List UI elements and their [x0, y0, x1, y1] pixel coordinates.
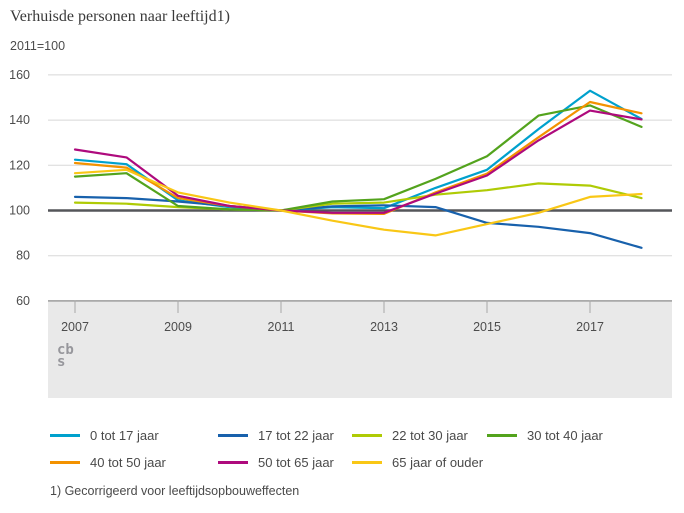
cbs-logo-line2: s — [57, 354, 66, 370]
legend-item-17-tot-22-jaar: 17 tot 22 jaar — [218, 428, 352, 443]
legend-swatch — [50, 461, 80, 464]
series-line-40-tot-50-jaar — [73, 100, 643, 215]
chart-subtitle: 2011=100 — [10, 39, 66, 53]
series-line-30-tot-40-jaar — [73, 104, 643, 212]
x-tick-label: 2013 — [370, 320, 398, 334]
page-title: Verhuisde personen naar leeftijd1) — [10, 8, 230, 25]
y-tick-label: 100 — [9, 204, 30, 218]
legend-swatch — [218, 461, 248, 464]
legend-item-22-tot-30-jaar: 22 tot 30 jaar — [352, 428, 487, 443]
chart-footnote: 1) Gecorrigeerd voor leeftijdsopbouweffe… — [50, 484, 300, 498]
series-line-22-tot-30-jaar — [73, 182, 643, 212]
legend-swatch — [50, 434, 80, 437]
cbs-logo: cb s — [57, 342, 74, 370]
legend-swatch — [487, 434, 517, 437]
legend-item-0-tot-17-jaar: 0 tot 17 jaar — [50, 428, 218, 443]
legend-label: 0 tot 17 jaar — [90, 428, 159, 443]
legend-label: 50 tot 65 jaar — [258, 455, 334, 470]
x-tick-label: 2011 — [268, 320, 295, 334]
x-tick-label: 2015 — [473, 320, 501, 334]
y-tick-label: 120 — [9, 158, 30, 172]
x-tick-label: 2017 — [576, 320, 604, 334]
legend-label: 22 tot 30 jaar — [392, 428, 468, 443]
y-tick-label: 60 — [16, 294, 30, 308]
y-tick-label: 140 — [9, 113, 30, 127]
legend-label: 30 tot 40 jaar — [527, 428, 603, 443]
legend-item-50-tot-65-jaar: 50 tot 65 jaar — [218, 455, 352, 470]
line-chart: 60 80 100 120 140 160 2007 2009 2011 2013 2015 2017 — [9, 68, 672, 398]
y-tick-label: 80 — [16, 249, 30, 263]
legend-item-65-jaar-of-ouder: 65 jaar of ouder — [352, 455, 487, 470]
x-axis-band — [48, 302, 672, 398]
legend-swatch — [352, 461, 382, 464]
legend-swatch — [352, 434, 382, 437]
series-line-0-tot-17-jaar — [73, 89, 643, 212]
cbs-logo-line1: cb — [57, 342, 74, 358]
legend-label: 40 tot 50 jaar — [90, 455, 166, 470]
legend-label: 17 tot 22 jaar — [258, 428, 334, 443]
y-tick-label: 160 — [9, 68, 30, 82]
chart-legend: 0 tot 17 jaar 17 tot 22 jaar 22 tot 30 jaa… — [50, 428, 603, 470]
x-tick-label: 2009 — [164, 320, 192, 334]
legend-swatch — [218, 434, 248, 437]
series-line-17-tot-22-jaar — [73, 195, 643, 249]
x-tick-label: 2007 — [61, 320, 89, 334]
legend-item-30-tot-40-jaar: 30 tot 40 jaar — [487, 428, 603, 443]
legend-label: 65 jaar of ouder — [392, 455, 484, 470]
series-line-65-jaar-of-ouder — [73, 168, 643, 237]
legend-item-40-tot-50-jaar: 40 tot 50 jaar — [50, 455, 218, 470]
